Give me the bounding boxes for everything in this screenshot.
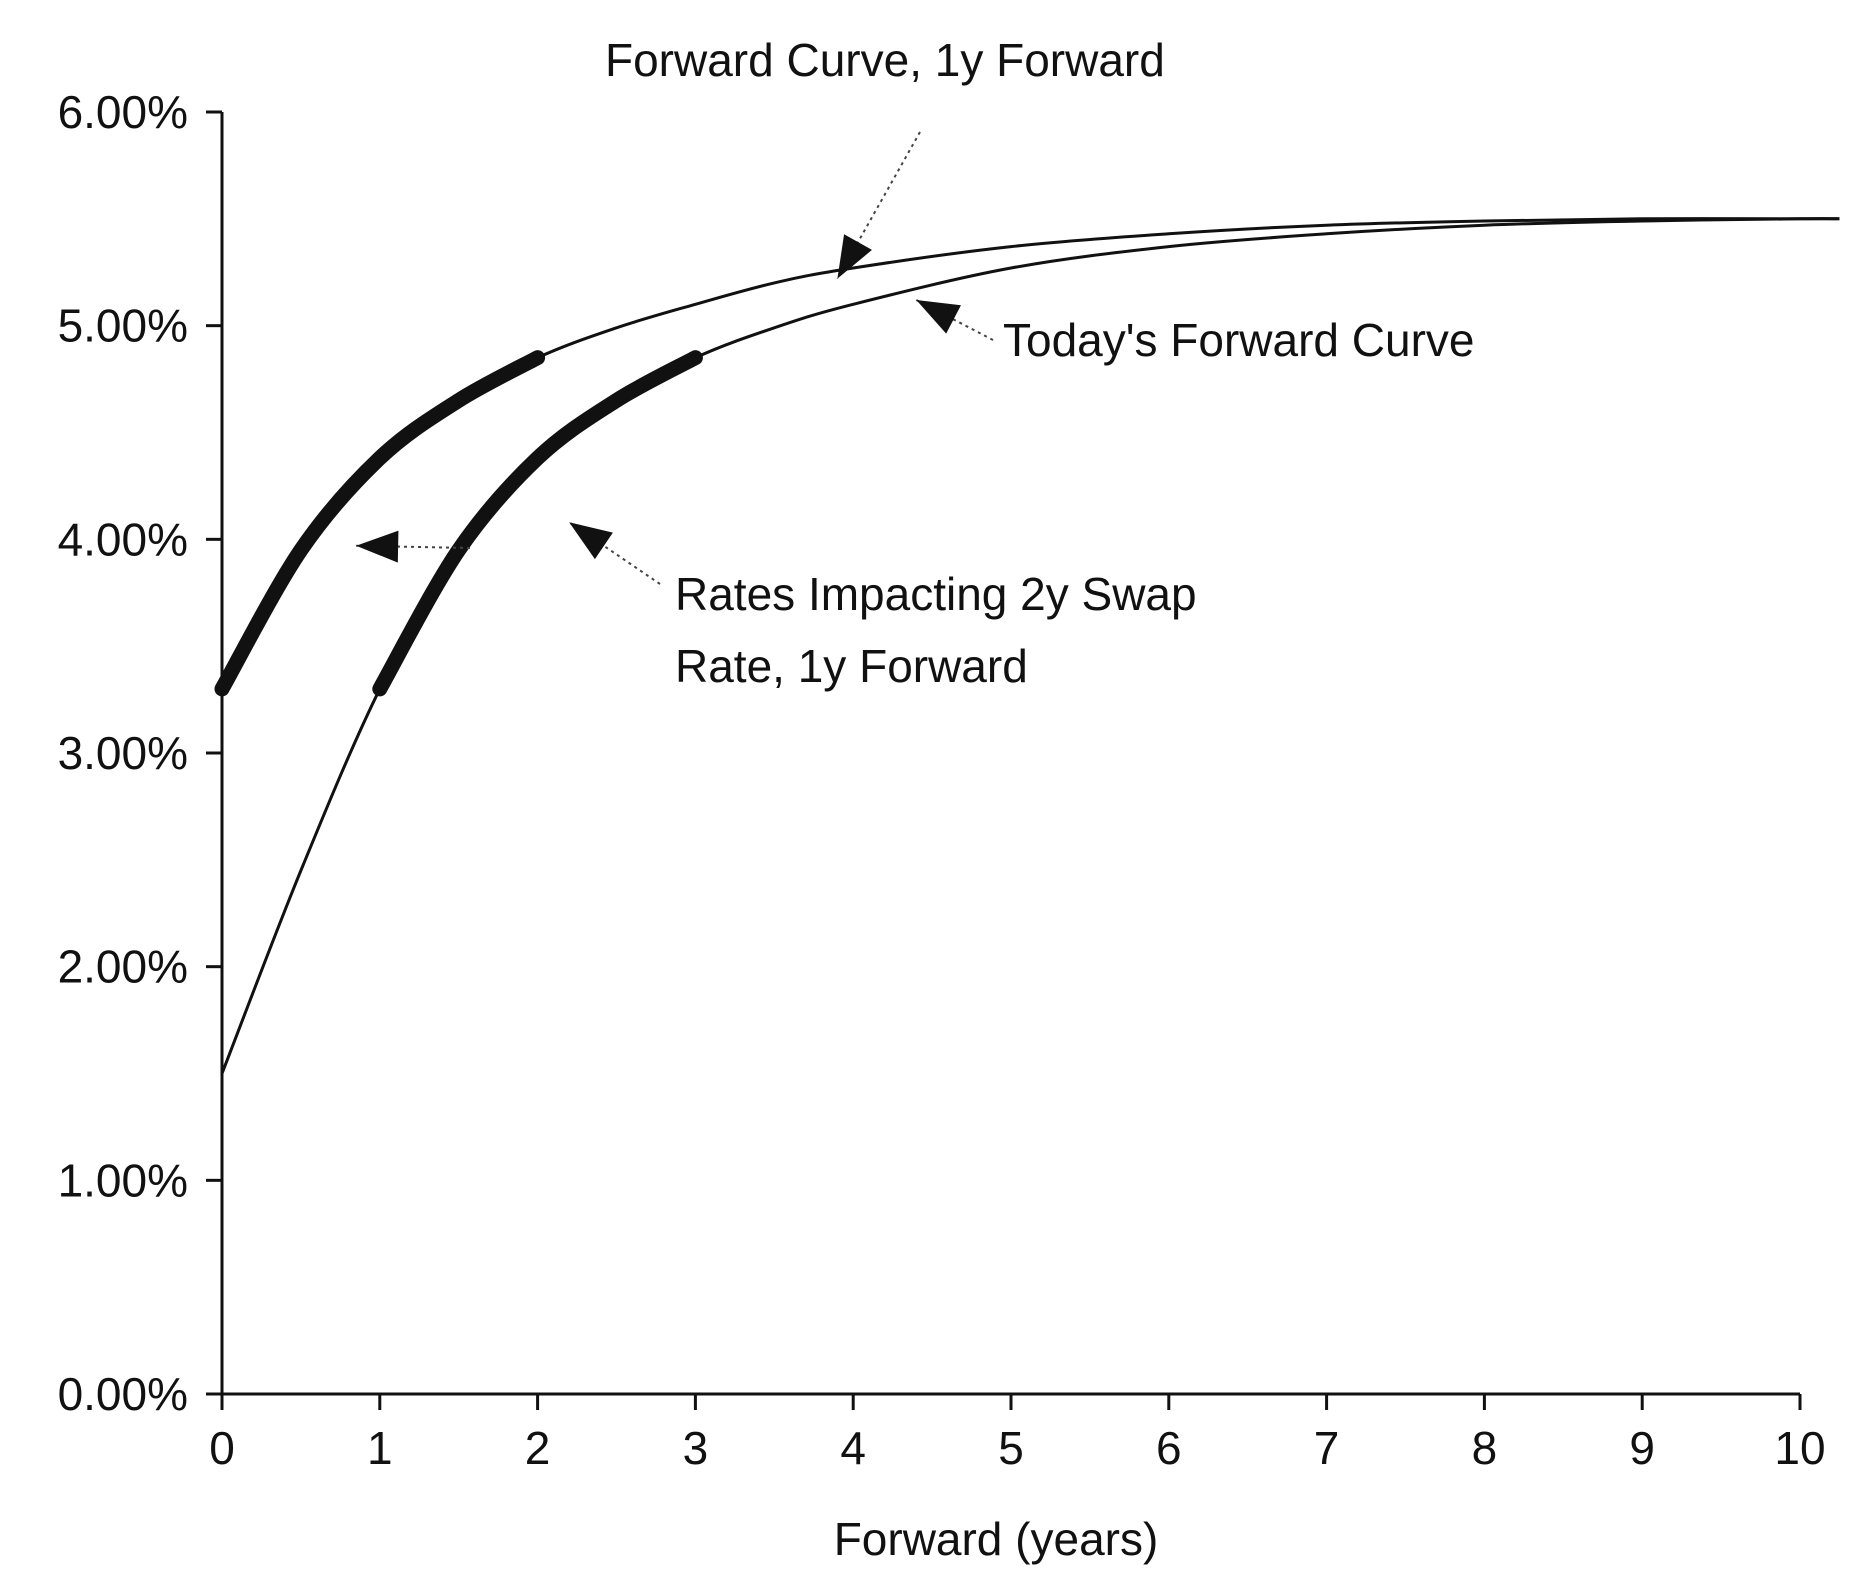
x-tick-label: 7 bbox=[1314, 1422, 1340, 1474]
axes: 0.00% 1.00% 2.00% 3.00% 4.00% 5.00% 6.00% 0 1 2 3 4… bbox=[58, 86, 1826, 1474]
y-tick-label: 5.00% bbox=[58, 300, 188, 352]
y-tick-label: 3.00% bbox=[58, 727, 188, 779]
x-tick-label: 8 bbox=[1472, 1422, 1498, 1474]
x-tick-label: 3 bbox=[683, 1422, 709, 1474]
highlighted-segment bbox=[372, 350, 703, 697]
curves bbox=[214, 217, 1840, 1075]
annotation-rates-impacting-line-2: Rate, 1y Forward bbox=[675, 640, 1028, 692]
x-tick-label: 10 bbox=[1774, 1422, 1825, 1474]
x-axis-title: Forward (years) bbox=[834, 1513, 1159, 1565]
highlighted-segment bbox=[214, 350, 546, 697]
x-tick-label: 4 bbox=[840, 1422, 866, 1474]
x-tick-label: 1 bbox=[367, 1422, 393, 1474]
annotation-arrowhead bbox=[837, 234, 872, 279]
annotation-rates-impacting-line-1: Rates Impacting 2y Swap bbox=[675, 568, 1197, 620]
y-tick-label: 0.00% bbox=[58, 1368, 188, 1420]
x-tick-label: 0 bbox=[209, 1422, 235, 1474]
annotation-forward-curve-1y: Forward Curve, 1y Forward bbox=[605, 34, 1165, 86]
y-tick-label: 2.00% bbox=[58, 941, 188, 993]
x-tick-label: 9 bbox=[1629, 1422, 1655, 1474]
x-tick-label: 6 bbox=[1156, 1422, 1182, 1474]
y-tick-label: 1.00% bbox=[58, 1154, 188, 1206]
annotation-arrows bbox=[356, 131, 994, 585]
annotation-arrowhead bbox=[356, 530, 399, 563]
x-tick-label: 5 bbox=[998, 1422, 1024, 1474]
annotation-arrowhead bbox=[916, 300, 961, 334]
annotation-arrowhead bbox=[569, 522, 613, 560]
y-tick-label: 6.00% bbox=[58, 86, 188, 138]
annotations: Forward Curve, 1y Forward Today's Forwar… bbox=[356, 34, 1475, 692]
annotation-leader bbox=[356, 544, 471, 549]
annotation-todays-forward-curve: Today's Forward Curve bbox=[1003, 314, 1475, 366]
x-tick-label: 2 bbox=[525, 1422, 551, 1474]
y-tick-label: 4.00% bbox=[58, 513, 188, 565]
